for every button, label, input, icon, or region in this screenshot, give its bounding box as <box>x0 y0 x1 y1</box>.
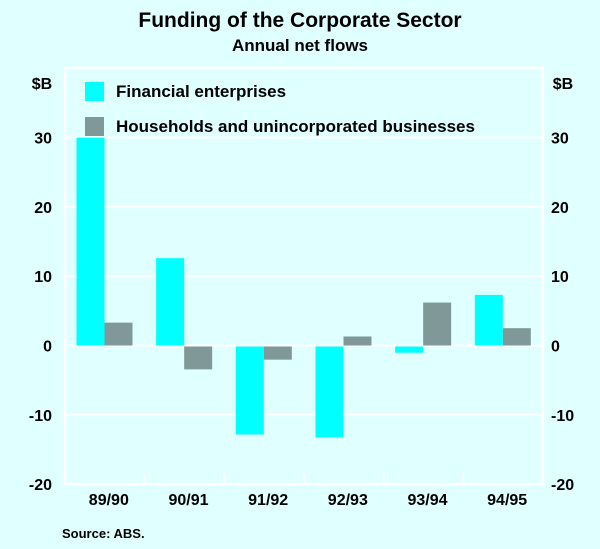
y-tick-label-left: 30 <box>34 131 52 148</box>
bar-financial-enterprises <box>395 346 424 353</box>
chart-subtitle: Annual net flows <box>232 36 368 55</box>
chart-title: Funding of the Corporate Sector <box>138 9 461 32</box>
y-tick-label-right: 10 <box>551 269 569 286</box>
y-axis-unit-left: $B <box>32 76 52 93</box>
x-tick-label: 93/94 <box>407 492 447 509</box>
bar-households <box>343 336 372 346</box>
bar-financial-enterprises <box>474 294 503 346</box>
legend-label: Households and unincorporated businesses <box>116 117 475 136</box>
y-tick-label-left: -20 <box>29 477 52 494</box>
bar-households <box>263 346 292 360</box>
y-tick-label-left: 20 <box>34 200 52 217</box>
legend-label: Financial enterprises <box>116 82 286 101</box>
bar-financial-enterprises <box>156 258 185 346</box>
x-tick-label: 94/95 <box>487 492 527 509</box>
y-tick-label-left: -10 <box>29 408 52 425</box>
y-axis-unit-right: $B <box>553 76 573 93</box>
x-tick-label: 92/93 <box>328 492 368 509</box>
y-tick-label-right: -10 <box>551 408 574 425</box>
bar-households <box>502 328 531 346</box>
y-tick-label-right: 30 <box>551 131 569 148</box>
x-tick-label: 91/92 <box>248 492 288 509</box>
bar-households <box>104 322 133 346</box>
x-tick-label: 90/91 <box>168 492 208 509</box>
bar-financial-enterprises <box>315 346 344 438</box>
y-tick-label-left: 0 <box>43 339 52 356</box>
y-tick-label-right: 0 <box>551 339 560 356</box>
y-tick-label-right: -20 <box>551 477 574 494</box>
x-tick-label: 89/90 <box>89 492 129 509</box>
bar-households <box>423 302 452 346</box>
legend-swatch <box>85 117 104 136</box>
bar-financial-enterprises <box>235 346 264 435</box>
y-tick-label-left: 10 <box>34 269 52 286</box>
legend-swatch <box>85 82 104 101</box>
y-tick-label-right: 20 <box>551 200 569 217</box>
bar-households <box>184 346 213 370</box>
source-note: Source: ABS. <box>62 526 145 541</box>
bar-financial-enterprises <box>76 137 105 346</box>
plot-area: -20 -20 -10 -10 0 0 10 10 20 20 30 30 89/90 90/91 91/9… <box>29 66 574 509</box>
